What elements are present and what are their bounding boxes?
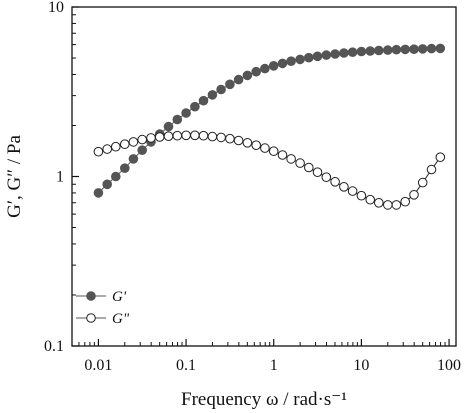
x-tick-label: 100 [437, 357, 461, 374]
data-point [330, 177, 340, 187]
data-point [409, 190, 419, 200]
data-point [93, 188, 104, 198]
data-point [128, 154, 139, 164]
legend-marker [86, 313, 96, 323]
data-point [93, 146, 104, 157]
data-point [190, 130, 200, 141]
data-point [417, 177, 428, 188]
data-point [207, 131, 218, 142]
data-point [374, 198, 384, 208]
data-point [120, 163, 130, 173]
data-point [286, 56, 296, 67]
data-point [172, 130, 183, 141]
data-point [365, 194, 376, 205]
data-point [356, 190, 367, 201]
x-axis-label: Frequency ω / rad·s⁻¹ [181, 389, 347, 410]
data-point [111, 141, 121, 152]
data-point [400, 196, 411, 207]
series-layer [93, 43, 446, 210]
data-point [172, 114, 183, 125]
data-point [304, 162, 314, 173]
axis-ticks: 0.01 0.1 1 10 100 0.1 1 10 [44, 0, 461, 374]
data-point [277, 150, 288, 160]
data-point [216, 84, 226, 95]
data-point [190, 101, 200, 112]
data-point [347, 47, 358, 58]
plot-frame [71, 6, 457, 347]
data-point [268, 61, 279, 71]
series-g-double-prime [93, 130, 446, 210]
data-point [286, 154, 296, 164]
y-tick-label: 10 [48, 0, 64, 16]
data-point [339, 48, 349, 58]
data-point [417, 44, 428, 54]
series-g-prime [93, 43, 446, 198]
data-point [391, 200, 402, 210]
data-point [111, 171, 121, 182]
data-point [426, 43, 437, 54]
legend-marker [86, 291, 96, 301]
data-point [295, 54, 305, 65]
x-tick-label: 10 [353, 357, 369, 374]
data-point [391, 44, 402, 55]
data-point [198, 95, 209, 106]
data-point [225, 133, 235, 144]
data-point [207, 90, 218, 100]
legend-label: G' [112, 289, 127, 305]
data-point [304, 52, 314, 63]
data-point [102, 179, 112, 190]
data-point [163, 131, 174, 141]
y-tick-label: 1 [56, 169, 64, 186]
data-point [233, 74, 244, 85]
data-point [277, 58, 288, 69]
data-point [435, 152, 446, 162]
data-point [312, 51, 323, 62]
data-point [128, 137, 139, 147]
data-point [383, 45, 393, 55]
legend-label: G" [112, 311, 130, 327]
legend: G' G" [76, 289, 130, 327]
data-point [268, 146, 279, 156]
data-point [312, 167, 323, 177]
data-point [137, 134, 147, 145]
data-point [102, 144, 112, 154]
data-point [426, 164, 437, 175]
data-point [356, 46, 367, 57]
data-point [233, 135, 244, 146]
data-point [242, 138, 253, 148]
data-point [251, 140, 262, 150]
x-tick-label: 0.01 [84, 357, 112, 374]
data-point [321, 50, 332, 60]
data-point [374, 45, 384, 56]
data-point [409, 44, 419, 55]
data-point [216, 132, 226, 143]
data-point [120, 139, 130, 149]
y-axis-label: G′, G″ / Pa [4, 135, 25, 218]
data-point [181, 130, 191, 141]
data-point [181, 108, 191, 118]
x-tick-label: 1 [270, 357, 278, 374]
data-point [339, 182, 349, 192]
data-point [163, 121, 174, 132]
data-point [198, 130, 209, 141]
data-point [146, 133, 156, 143]
data-point [347, 186, 358, 196]
y-tick-label: 0.1 [44, 338, 64, 355]
data-point [321, 172, 332, 182]
data-point [137, 145, 147, 155]
data-point [400, 44, 411, 55]
data-point [383, 200, 393, 210]
data-point [330, 49, 340, 59]
data-point [154, 132, 165, 142]
data-point [260, 63, 270, 74]
data-point [365, 46, 376, 56]
data-point [435, 43, 446, 54]
data-point [295, 158, 305, 168]
data-point [260, 143, 270, 153]
data-point [242, 70, 253, 81]
x-tick-label: 0.1 [176, 357, 196, 374]
data-point [225, 79, 235, 90]
data-point [251, 66, 262, 77]
